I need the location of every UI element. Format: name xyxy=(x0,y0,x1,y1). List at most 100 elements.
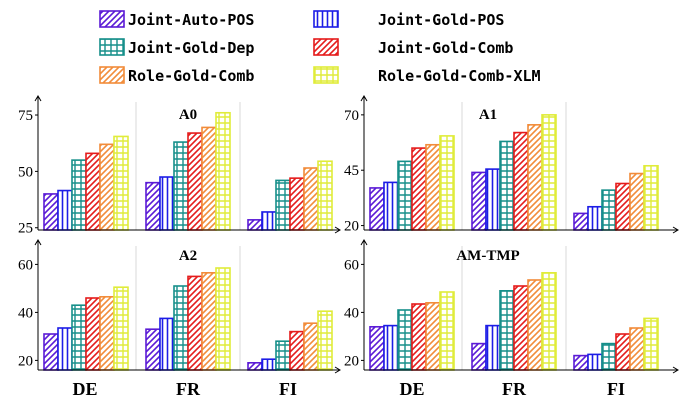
legend-label: Role-Gold-Comb xyxy=(128,67,254,85)
bar-joint-auto-pos-fi xyxy=(573,354,589,371)
x-axis-arrow xyxy=(334,366,341,374)
panel-title: A2 xyxy=(179,248,197,264)
bar-joint-gold-comb-fr xyxy=(187,275,203,371)
bar-joint-auto-pos-de xyxy=(43,333,59,371)
legend-swatch xyxy=(313,66,339,84)
category-label-de: DE xyxy=(72,379,97,399)
bar-role-gold-comb-xlm-fi xyxy=(317,310,333,371)
bar-joint-gold-pos-de xyxy=(383,181,399,231)
bar-joint-gold-comb-fi xyxy=(615,333,631,371)
bar-joint-gold-pos-fi xyxy=(261,358,277,371)
bar-role-gold-comb-xlm-de xyxy=(113,286,129,371)
y-tick-label: 20 xyxy=(344,219,359,235)
y-axis-arrow xyxy=(34,239,42,246)
bar-joint-gold-dep-fi xyxy=(601,342,617,371)
legend-swatch xyxy=(313,38,339,56)
bar-role-gold-comb-de xyxy=(425,143,441,231)
y-axis-arrow xyxy=(360,239,368,246)
bar-role-gold-comb-fr xyxy=(527,279,543,371)
bar-joint-gold-dep-de xyxy=(397,309,413,371)
bar-joint-gold-comb-fi xyxy=(289,330,305,371)
legend-swatch xyxy=(99,66,125,84)
bar-role-gold-comb-xlm-fr xyxy=(541,114,557,231)
bar-joint-gold-dep-fr xyxy=(173,141,189,231)
bar-joint-gold-pos-de xyxy=(57,327,73,371)
category-labels: DE FR FI DE FR FI xyxy=(72,379,625,399)
y-tick-label: 60 xyxy=(18,257,33,273)
bar-joint-gold-comb-de xyxy=(411,303,427,371)
category-label-fi: FI xyxy=(607,379,625,399)
bar-joint-gold-pos-de xyxy=(383,324,399,371)
bar-role-gold-comb-de xyxy=(425,301,441,371)
bar-joint-gold-comb-fr xyxy=(513,131,529,231)
bar-joint-gold-comb-fr xyxy=(513,285,529,371)
bar-joint-auto-pos-fr xyxy=(471,171,487,231)
bar-role-gold-comb-xlm-fi xyxy=(643,317,659,371)
legend-label: Role-Gold-Comb-XLM xyxy=(378,67,541,85)
y-axis-arrow xyxy=(34,95,42,102)
bar-role-gold-comb-xlm-de xyxy=(113,135,129,231)
category-label-fr: FR xyxy=(176,379,201,399)
bar-joint-gold-dep-fi xyxy=(275,340,291,371)
legend-item-joint-gold-dep: Joint-Gold-Dep xyxy=(99,38,254,57)
legend-swatch xyxy=(99,38,125,56)
bar-joint-gold-pos-fr xyxy=(485,324,501,371)
category-label-fr: FR xyxy=(502,379,527,399)
panel-a0: 25 50 75 A0 xyxy=(18,95,341,237)
bar-joint-auto-pos-de xyxy=(369,187,385,231)
bar-joint-gold-comb-de xyxy=(85,152,101,231)
panel-title: A1 xyxy=(479,107,497,123)
y-tick-label: 45 xyxy=(344,163,359,179)
bar-role-gold-comb-fi xyxy=(303,322,319,371)
panel-a2: 20 40 60 A2 xyxy=(18,239,341,374)
legend-swatch xyxy=(99,10,125,28)
bar-joint-gold-dep-de xyxy=(71,304,87,371)
bar-joint-auto-pos-fr xyxy=(145,181,161,231)
bar-role-gold-comb-fi xyxy=(629,327,645,371)
bar-joint-auto-pos-fr xyxy=(145,328,161,371)
x-axis-arrow xyxy=(672,366,679,374)
legend-label: Joint-Gold-POS xyxy=(378,11,504,29)
bar-joint-gold-comb-fi xyxy=(615,182,631,231)
bar-joint-gold-comb-de xyxy=(411,147,427,231)
y-tick-label: 70 xyxy=(344,108,359,124)
y-tick-label: 75 xyxy=(18,108,33,124)
bar-joint-gold-dep-de xyxy=(71,159,87,231)
bar-role-gold-comb-fi xyxy=(629,172,645,231)
bar-joint-auto-pos-de xyxy=(43,193,59,231)
bar-role-gold-comb-xlm-fi xyxy=(643,164,659,231)
y-tick-label: 20 xyxy=(344,353,359,369)
bar-joint-gold-pos-fr xyxy=(159,176,175,231)
category-label-de: DE xyxy=(399,379,424,399)
bar-joint-gold-pos-fr xyxy=(485,168,501,231)
bar-joint-gold-dep-fr xyxy=(499,289,515,371)
bar-role-gold-comb-fr xyxy=(201,271,217,371)
bar-joint-gold-pos-de xyxy=(57,189,73,231)
y-tick-label: 25 xyxy=(18,221,33,237)
bar-joint-gold-pos-fi xyxy=(261,211,277,231)
chart-legend: Joint-Auto-POS Joint-Gold-POS Joint-Gold-D… xyxy=(99,10,541,85)
bar-joint-gold-comb-de xyxy=(85,297,101,371)
bar-role-gold-comb-fr xyxy=(201,126,217,231)
bar-joint-gold-comb-fr xyxy=(187,132,203,231)
y-tick-label: 20 xyxy=(18,353,33,369)
bar-joint-gold-pos-fi xyxy=(587,205,603,231)
legend-item-role-gold-comb: Role-Gold-Comb xyxy=(99,66,254,85)
y-tick-label: 40 xyxy=(18,305,33,321)
bar-role-gold-comb-xlm-fr xyxy=(215,111,231,231)
bar-role-gold-comb-de xyxy=(99,295,115,371)
panel-a1: 20 45 70 A1 xyxy=(344,95,679,235)
bar-joint-auto-pos-fi xyxy=(247,361,263,371)
legend-item-joint-auto-pos: Joint-Auto-POS xyxy=(99,10,254,29)
panel-title: A0 xyxy=(179,107,197,123)
bar-joint-auto-pos-de xyxy=(369,325,385,371)
bar-role-gold-comb-xlm-de xyxy=(439,135,455,231)
legend-item-role-gold-comb-xlm: Role-Gold-Comb-XLM xyxy=(313,66,541,85)
bar-joint-gold-dep-fi xyxy=(275,179,291,231)
bar-role-gold-comb-fi xyxy=(303,167,319,231)
bar-role-gold-comb-xlm-fr xyxy=(541,271,557,371)
legend-item-joint-gold-comb: Joint-Gold-Comb xyxy=(313,38,513,57)
bar-joint-gold-dep-fr xyxy=(499,140,515,231)
bar-joint-auto-pos-fi xyxy=(247,219,263,231)
